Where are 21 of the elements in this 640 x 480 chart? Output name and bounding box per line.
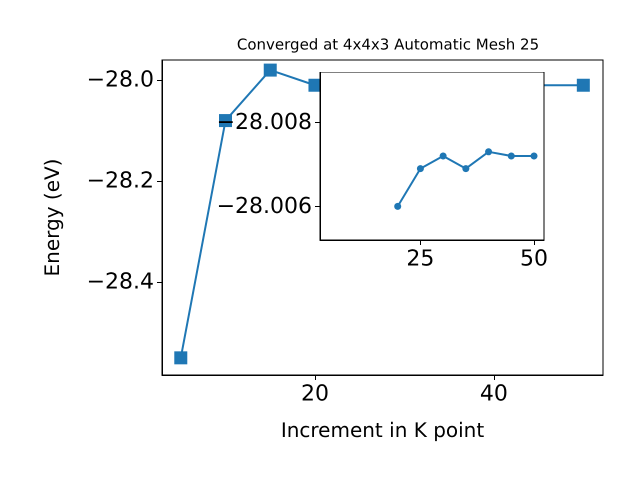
y-tick-label: −28.4 [86,270,154,295]
chart-title: Converged at 4x4x3 Automatic Mesh 25 [236,36,540,54]
point [416,165,424,172]
x-axis-title: Increment in K point [280,418,484,442]
x-tick-label: 25 [406,246,434,272]
point [174,351,188,364]
y-tick-label: −28.0 [86,68,154,93]
y-tick-label: −28.006 [216,194,312,219]
point [508,152,515,160]
y-tick-label: −28.2 [86,168,154,194]
point [485,148,492,156]
point [264,64,277,77]
x-tick-label: 20 [300,382,329,406]
point [462,165,470,172]
x-tick-label: 50 [520,246,548,272]
point [576,78,590,92]
point [394,202,402,210]
point [440,152,447,160]
x-tick-label: 40 [480,382,508,406]
point [530,152,538,160]
y-axis-title: Energy (eV) [40,158,64,276]
